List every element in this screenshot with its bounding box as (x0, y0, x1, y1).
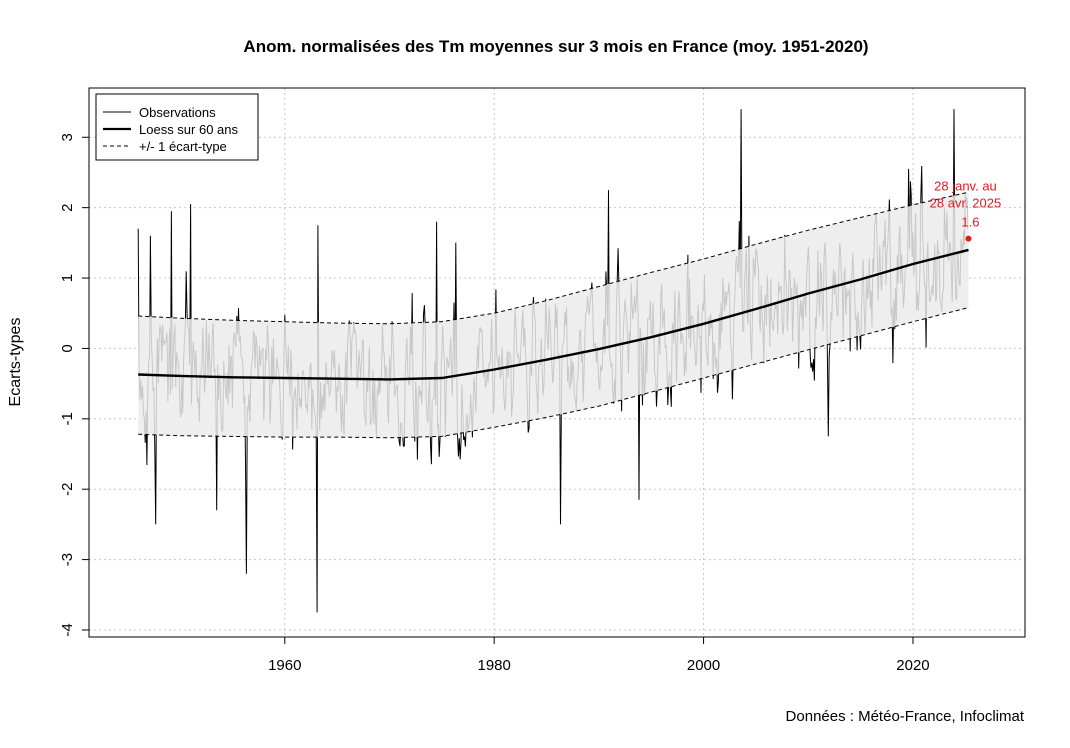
legend-label-loess: Loess sur 60 ans (139, 122, 239, 137)
x-tick-label: 1980 (477, 657, 510, 674)
y-tick-label: 0 (59, 344, 76, 352)
y-tick-label: -1 (59, 412, 76, 425)
lower-stddev-line (138, 307, 969, 439)
y-tick-label: 2 (59, 203, 76, 211)
source-credit: Données : Météo-France, Infoclimat (786, 708, 1025, 725)
y-axis-label: Ecarts-types (7, 318, 24, 407)
x-tick-label: 2000 (687, 657, 720, 674)
y-tick-label: -4 (59, 623, 76, 636)
x-axis: 1960 1980 2000 2020 (268, 637, 930, 674)
y-axis: -4 -3 -2 -1 0 1 2 3 (59, 133, 89, 637)
x-tick-label: 2020 (896, 657, 929, 674)
y-tick-label: 3 (59, 133, 76, 141)
upper-stddev-line (138, 191, 969, 325)
legend-label-observations: Observations (139, 105, 216, 120)
loess-line (138, 248, 969, 381)
y-tick-label: 1 (59, 274, 76, 282)
y-tick-label: -2 (59, 483, 76, 496)
legend: Observations Loess sur 60 ans +/- 1 écar… (95, 93, 259, 161)
legend-box (95, 93, 259, 161)
legend-label-stddev: +/- 1 écart-type (139, 139, 227, 154)
annotation-line-1: 28 janv. au (934, 179, 997, 194)
x-tick-label: 1960 (268, 657, 301, 674)
chart-title: Anom. normalisées des Tm moyennes sur 3 … (243, 37, 868, 56)
annotation-line-2: 28 avr. 2025 (930, 196, 1002, 211)
annotation-value: 1.6 (961, 215, 979, 230)
annotation-point (965, 235, 972, 242)
plot-frame (88, 87, 1026, 638)
latest-annotation: 28 janv. au 28 avr. 2025 1.6 (930, 179, 1002, 242)
y-tick-label: -3 (59, 553, 76, 566)
series-layer (138, 191, 969, 439)
